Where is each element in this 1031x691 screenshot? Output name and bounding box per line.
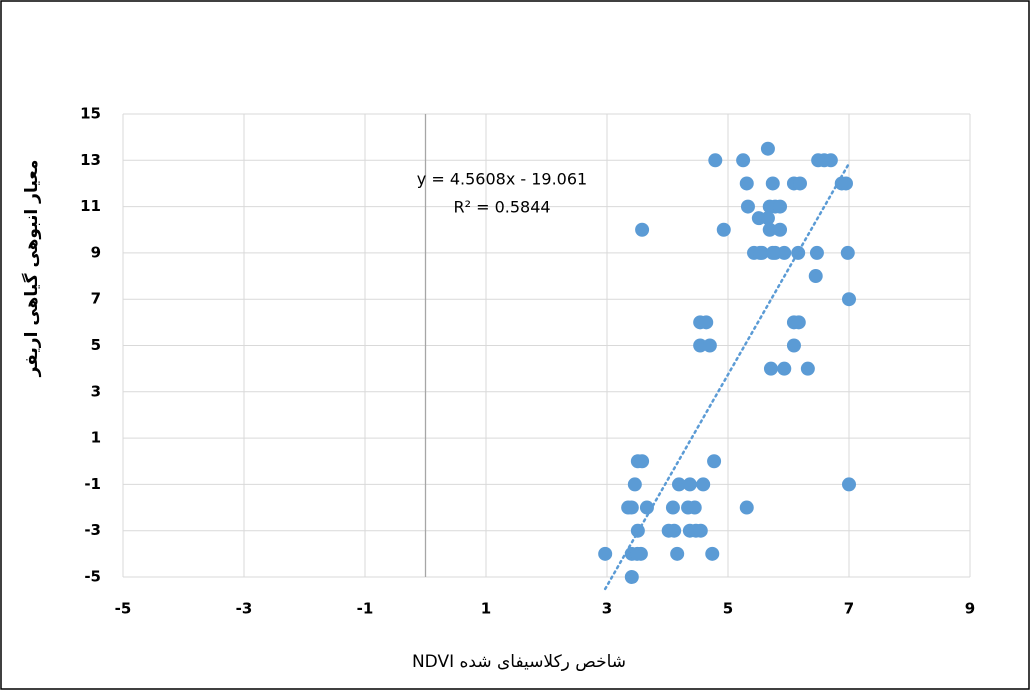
point: [842, 292, 856, 307]
point: [671, 477, 686, 492]
point: [823, 153, 838, 168]
point: [702, 338, 717, 353]
point: [753, 245, 768, 260]
point: [838, 176, 853, 191]
x-axis-title: شاخص رکلاسیفای شده NDVI: [412, 652, 626, 672]
trend-equation: y = 4.5608x - 19.061: [417, 170, 587, 189]
point: [760, 211, 775, 226]
point: [635, 454, 650, 469]
point: [627, 477, 642, 492]
point: [687, 500, 702, 515]
point: [762, 222, 777, 237]
point: [667, 523, 682, 538]
point: [665, 500, 680, 515]
point: [773, 222, 788, 237]
point: [809, 245, 824, 260]
y-tick-label: 1: [91, 429, 101, 447]
trendline: [603, 162, 851, 591]
y-tick-label: 11: [80, 197, 101, 215]
point: [693, 338, 708, 353]
point: [670, 546, 685, 561]
point: [760, 141, 775, 156]
point: [707, 454, 722, 469]
point: [800, 361, 815, 376]
point: [630, 546, 645, 561]
y-tick-label: 13: [80, 151, 101, 169]
point: [777, 245, 792, 260]
point: [739, 176, 754, 191]
point: [791, 245, 806, 260]
point: [682, 477, 697, 492]
y-tick-label: 7: [91, 290, 101, 308]
point: [739, 500, 754, 515]
point: [786, 338, 801, 353]
x-tick-label: 9: [965, 600, 975, 618]
point: [708, 153, 723, 168]
x-tick-label: 7: [844, 600, 854, 618]
point: [693, 523, 708, 538]
point: [792, 176, 807, 191]
y-tick-label: 9: [91, 243, 101, 261]
y-tick-label: -3: [84, 521, 101, 539]
x-tick-label: 5: [723, 600, 733, 618]
y-tick-label: -5: [84, 568, 101, 586]
point: [763, 361, 778, 376]
x-tick-label: -5: [115, 600, 132, 618]
point: [705, 546, 720, 561]
point: [736, 153, 751, 168]
point: [716, 222, 731, 237]
y-axis-title: معیار انبوهی گیاهی اریفر: [21, 160, 42, 378]
point: [598, 546, 613, 561]
y-tick-label: 5: [91, 336, 101, 354]
point: [773, 199, 788, 214]
point: [765, 176, 780, 191]
point: [635, 222, 650, 237]
y-tick-label: 15: [80, 105, 101, 123]
point: [624, 500, 639, 515]
point: [639, 500, 654, 515]
point: [842, 477, 856, 492]
trend-r2: R² = 0.5844: [453, 198, 550, 217]
point: [696, 477, 711, 492]
x-tick-label: -3: [236, 600, 253, 618]
point: [624, 570, 639, 584]
point: [740, 199, 755, 214]
point: [765, 245, 780, 260]
y-tick-label: -1: [84, 475, 101, 493]
point: [791, 315, 806, 330]
point: [777, 361, 792, 376]
x-tick-label: 3: [602, 600, 612, 618]
point: [808, 269, 823, 284]
x-tick-label: 1: [481, 600, 491, 618]
point: [699, 315, 714, 330]
x-tick-label: -1: [357, 600, 374, 618]
point: [840, 245, 855, 260]
y-tick-label: 3: [91, 382, 101, 400]
